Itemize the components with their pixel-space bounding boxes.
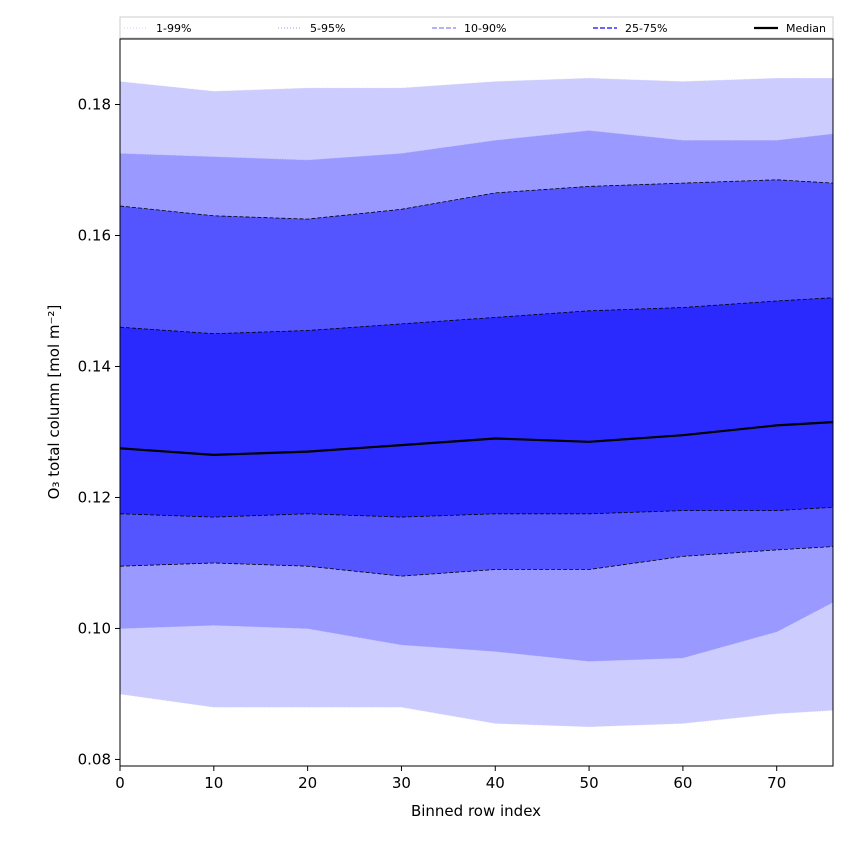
band-edge-upper-25-75% (119, 297, 834, 335)
x-tick-label: 10 (204, 774, 223, 792)
legend: 1-99% 5-95% 10-90% 25-75% Median (119, 16, 834, 39)
legend-label: 5-95% (310, 22, 345, 35)
band-edge-lower-5-95% (119, 601, 834, 662)
x-tick-label: 0 (115, 774, 125, 792)
x-tick-label: 20 (298, 774, 317, 792)
x-axis-label: Binned row index (411, 802, 541, 820)
y-tick-label: 0.12 (78, 488, 111, 506)
legend-label: Median (786, 22, 826, 35)
x-tick-label: 70 (767, 774, 786, 792)
band-layer (120, 78, 833, 727)
band-25-75% (120, 297, 833, 518)
y-tick-label: 0.08 (78, 750, 111, 768)
band-edge-lower-1-99% (119, 693, 834, 728)
legend-label: 10-90% (464, 22, 506, 35)
x-tick-label: 60 (673, 774, 692, 792)
legend-label: 25-75% (625, 22, 667, 35)
axis-ticks: 0 10 20 30 40 50 60 70 0.08 0.10 0.12 0.14 0.16 0.18 (78, 95, 787, 792)
x-tick-label: 30 (392, 774, 411, 792)
y-tick-label: 0.16 (78, 226, 111, 244)
band-edge-lower-25-75% (119, 506, 834, 518)
x-tick-label: 40 (486, 774, 505, 792)
legend-label: 1-99% (156, 22, 191, 35)
band-edge-lower-10-90% (119, 546, 834, 577)
median-line (119, 421, 834, 457)
line-layer (119, 77, 834, 728)
band-edge-upper-5-95% (119, 130, 834, 161)
x-tick-label: 50 (580, 774, 599, 792)
y-axis-label: O₃ total column [mol m⁻²] (45, 305, 63, 500)
legend-box (119, 16, 834, 39)
y-tick-label: 0.10 (78, 619, 111, 637)
y-tick-label: 0.14 (78, 357, 111, 375)
y-tick-label: 0.18 (78, 95, 111, 113)
plot-frame (119, 38, 834, 767)
band-edge-upper-1-99% (119, 77, 833, 92)
